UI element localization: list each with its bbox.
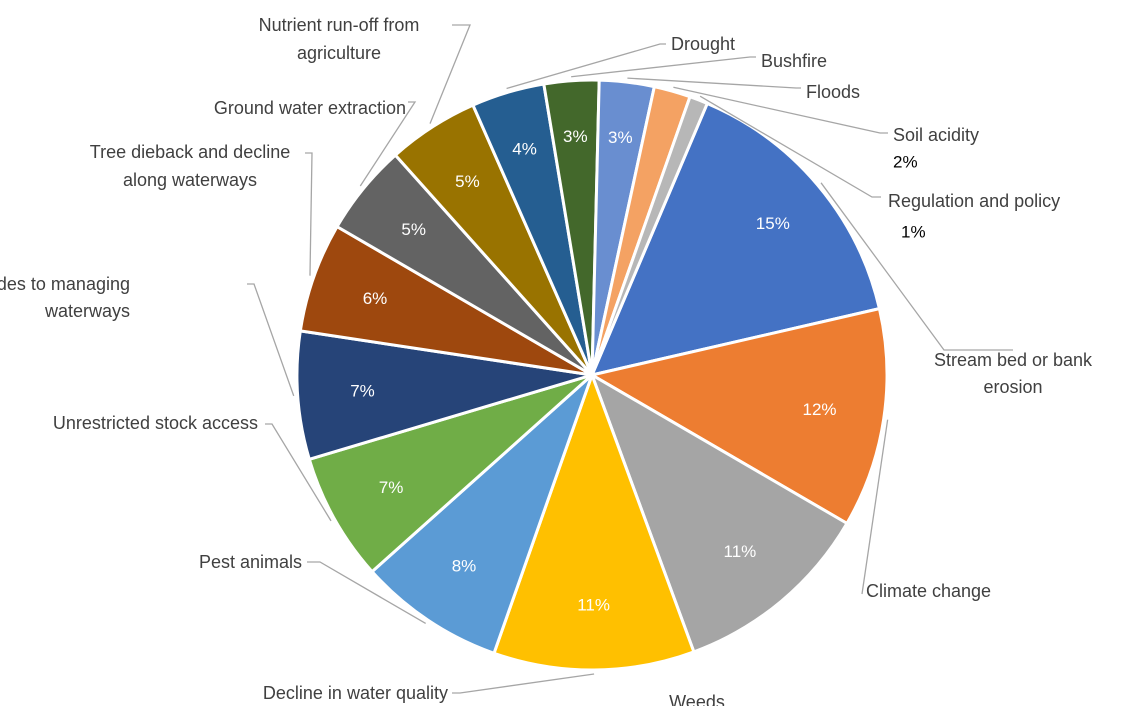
pie-slice-unrestricted-stock-access	[307, 373, 594, 574]
pie-slice-climate-change	[590, 307, 889, 525]
value-label-decline-in-water-quality: 11%	[577, 596, 610, 615]
leader-line-regulation-and-policy	[699, 95, 881, 198]
leader-line-tree-dieback-and-decline-along-waterways	[305, 152, 313, 276]
pie-slice-decline-in-water-quality	[492, 373, 696, 672]
category-label-floods: Floods	[806, 82, 860, 102]
value-label-unrestricted-stock-access: 7%	[379, 478, 404, 497]
value-label-weeds: 11%	[724, 542, 757, 561]
category-label-nutrient-run-off-from-agriculture: Nutrient run-off from agriculture	[259, 15, 420, 63]
leader-line-decline-in-water-quality	[452, 673, 595, 694]
value-label-tree-dieback-and-decline-along-waterways: 6%	[363, 289, 388, 308]
value-label-regulation-and-policy: 1%	[901, 223, 926, 242]
category-label-decline-in-water-quality: Decline in water quality	[263, 683, 448, 703]
category-label-climate-change: Climate change	[866, 581, 991, 601]
category-label-pest-animals: Pest animals	[199, 552, 302, 572]
category-label-soil-acidity: Soil acidity	[893, 125, 979, 145]
value-label-soil-acidity: 2%	[893, 153, 918, 172]
leader-line-pest-animals	[307, 561, 426, 625]
category-label-bushfire: Bushfire	[761, 51, 827, 71]
category-label-regulation-and-policy: Regulation and policy	[888, 191, 1060, 211]
leader-line-unrestricted-stock-access	[265, 423, 332, 522]
leader-line-ground-water-extraction	[359, 101, 417, 187]
value-label-nutrient-run-off-from-agriculture: 5%	[455, 172, 480, 191]
category-label-unrestricted-stock-access: Unrestricted stock access	[53, 413, 258, 433]
category-label-drought: Drought	[671, 34, 735, 54]
value-label-attitudes-to-managing-waterways: 7%	[350, 382, 375, 401]
value-label-bushfire: 3%	[563, 127, 588, 146]
leader-line-soil-acidity	[673, 86, 888, 134]
value-label-drought: 4%	[512, 139, 537, 158]
percentage-labels: 15% 12% 11% 11% 8% 7% 7% 6% 5% 5% 4% 3% 3% 2% 1%	[350, 127, 925, 614]
category-label-ground-water-extraction: Ground water extraction	[214, 98, 406, 118]
leader-line-bushfire	[571, 56, 756, 78]
value-label-climate-change: 12%	[802, 400, 836, 419]
category-label-weeds: Weeds	[669, 692, 725, 706]
leader-line-floods	[627, 77, 801, 89]
pie-slice-regulation-and-policy	[590, 95, 709, 377]
category-labels: Stream bed or bank erosion Climate change W…	[0, 15, 1093, 706]
category-label-tree-dieback-and-decline-along-waterways: Tree dieback and decline along waterways	[90, 142, 290, 190]
leader-line-drought	[506, 43, 666, 90]
leader-line-attitudes-to-managing-waterways	[247, 283, 295, 397]
leader-line-climate-change	[861, 419, 889, 595]
pie-slice-pest-animals	[370, 373, 594, 655]
value-label-ground-water-extraction: 5%	[401, 220, 426, 239]
pie-slice-attitudes-to-managing-waterways	[295, 329, 594, 461]
leader-line-nutrient-run-off-from-agriculture	[429, 24, 471, 124]
pie-slices	[295, 78, 889, 672]
pie-slice-weeds	[590, 373, 849, 654]
value-label-stream-bed-or-bank-erosion: 15%	[756, 214, 790, 233]
value-label-floods: 3%	[608, 128, 633, 147]
value-label-pest-animals: 8%	[452, 557, 477, 576]
leader-line-stream-bed-or-bank-erosion	[820, 182, 1013, 351]
leader-lines	[247, 24, 1013, 694]
category-label-stream-bed-or-bank-erosion: Stream bed or bank erosion	[934, 350, 1093, 397]
